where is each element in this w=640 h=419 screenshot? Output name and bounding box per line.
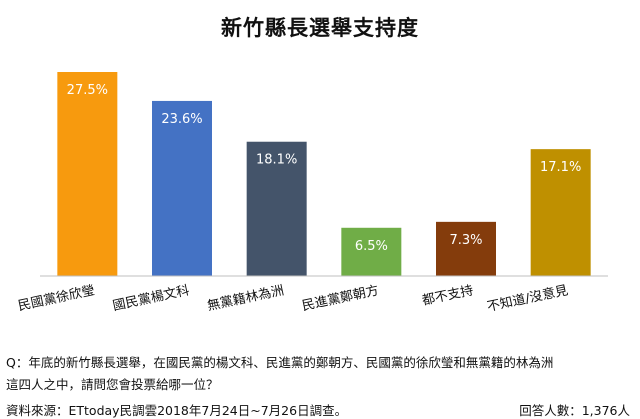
category-label-3: 民進黨鄭朝方 (301, 282, 381, 314)
bar-chart: 27.5% 23.6% 18.1% 6.5% 7.3% 17.1% 民國黨徐欣瑩 國民黨楊文… (17, 72, 608, 315)
bar-1 (152, 100, 212, 276)
respondent-count: 回答人數：1,376人 (519, 403, 630, 418)
question-line-1: Q：年底的新竹縣長選舉，在國民黨的楊文科、民進黨的鄭朝方、民國黨的徐欣瑩和無黨籍… (6, 355, 554, 370)
question-line-2: 這四人之中，請問您會投票給哪一位？ (6, 377, 219, 392)
bar-3 (341, 227, 402, 276)
bar-value-label-3: 6.5% (355, 239, 388, 254)
bar-2 (246, 141, 307, 276)
category-label-5: 不知道/沒意見 (486, 282, 570, 315)
source-note: 資料來源：ETtoday民調雲2018年7月24日~7月26日調查。 (6, 403, 348, 418)
category-labels-group: 民國黨徐欣瑩 國民黨楊文科 無黨籍林為洲 民進黨鄭朝方 都不支持 不知道/沒意見 (17, 282, 570, 315)
chart-title: 新竹縣長選舉支持度 (221, 16, 419, 40)
category-label-0: 民國黨徐欣瑩 (17, 283, 96, 314)
bar-4 (436, 221, 496, 276)
bar-value-label-1: 23.6% (161, 112, 202, 127)
category-label-1: 國民黨楊文科 (111, 282, 191, 314)
bar-5 (530, 149, 591, 276)
category-label-4: 都不支持 (421, 283, 475, 308)
bar-value-label-0: 27.5% (67, 83, 108, 98)
bar-0 (57, 72, 118, 276)
category-label-2: 無黨籍林為洲 (206, 282, 286, 314)
bar-value-label-2: 18.1% (256, 153, 297, 168)
bar-value-label-4: 7.3% (449, 233, 482, 248)
bar-value-label-5: 17.1% (540, 160, 581, 175)
bars-group: 27.5% 23.6% 18.1% 6.5% 7.3% 17.1% (57, 72, 591, 276)
